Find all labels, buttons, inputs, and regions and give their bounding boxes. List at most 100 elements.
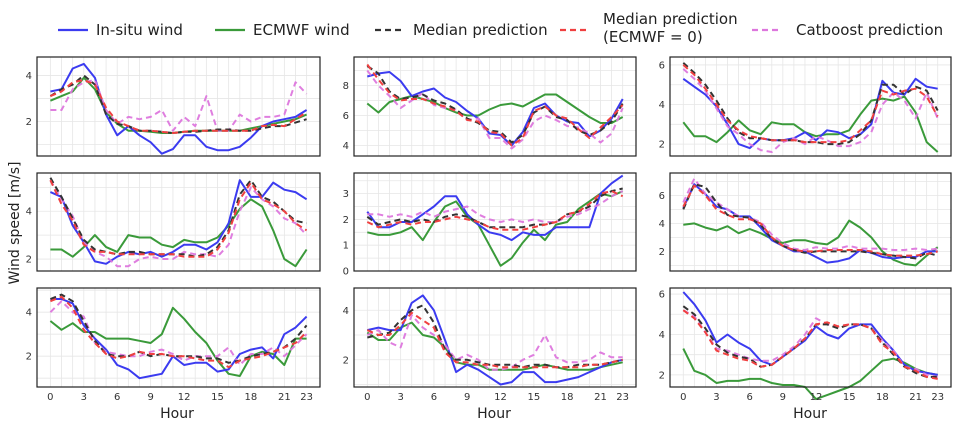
x-tick-label: 23: [300, 392, 313, 403]
x-tick-label: 15: [527, 392, 540, 403]
series-line-ecmwf-wind: [683, 219, 939, 267]
x-tick-label: 9: [147, 392, 153, 403]
legend: In-situ wind ECMWF wind Median prediction M…: [58, 10, 943, 46]
y-tick-label: 4: [659, 330, 665, 341]
y-tick-label: 3: [343, 189, 349, 200]
y-tick-label: 4: [659, 100, 665, 111]
legend-label-line2: (ECMWF = 0): [603, 28, 703, 46]
series-line-in-situ-wind: [50, 298, 308, 380]
legend-label: In-situ wind: [96, 21, 183, 39]
x-tick-label: 0: [364, 392, 370, 403]
x-tick-label: 21: [594, 392, 607, 403]
x-tick-label: 3: [397, 392, 403, 403]
y-tick-label: 4: [343, 141, 349, 152]
series-line-ecmwf-wind: [682, 95, 939, 153]
panel-frame: [36, 56, 321, 157]
x-tick-label: 18: [876, 392, 889, 403]
y-tick-label: 8: [343, 81, 349, 92]
x-tick-label: 3: [713, 392, 719, 403]
series-line-median-prediction: [366, 187, 623, 229]
x-tick-label: 12: [178, 392, 191, 403]
x-tick-label: 9: [780, 392, 786, 403]
series-line-ecmwf-wind: [50, 76, 307, 134]
series-line-median-prediction-ecmwf-0: [50, 79, 308, 134]
x-tick-label: 6: [746, 392, 752, 403]
panel-1: 24: [26, 56, 321, 157]
series-line-catboost-prediction: [50, 79, 308, 132]
panel-8: 2 4 0 3 6 9 12 15 18 21 23: [343, 287, 637, 403]
y-tick-label: 6: [343, 111, 349, 122]
series-line-median-prediction: [682, 183, 938, 260]
series-line-median-prediction: [50, 293, 308, 364]
y-tick-label: 2: [343, 215, 349, 226]
series-line-ecmwf-wind: [50, 198, 308, 268]
panel-frame: [669, 56, 952, 157]
series-line-median-prediction: [367, 304, 623, 369]
y-tick-label: 2: [659, 247, 665, 258]
x-tick-label: 3: [81, 392, 87, 403]
legend-label: Catboost prediction: [796, 21, 943, 39]
legend-label: Median prediction: [413, 21, 548, 39]
series-line-catboost-prediction: [682, 309, 938, 378]
series-line-median-prediction-ecmwf-0: [366, 190, 624, 231]
series-line-median-prediction-ecmwf-0: [682, 309, 938, 380]
x-tick-label: 23: [931, 392, 944, 403]
series-line-in-situ-wind: [50, 62, 308, 155]
series-line-in-situ-wind: [50, 179, 308, 265]
x-tick-label: 15: [211, 392, 224, 403]
y-tick-label: 2: [343, 355, 349, 366]
y-tick-label: 4: [26, 207, 32, 218]
series-line-ecmwf-wind: [366, 321, 623, 371]
x-axis-label-col3: Hour: [793, 406, 827, 422]
panel-9: 2 4 6 0 3 6 9 12 15 18 21 23: [659, 287, 952, 403]
panel-5: 0 1 2 3: [343, 172, 637, 278]
series-line-ecmwf-wind: [366, 93, 624, 124]
series-line-median-prediction-ecmwf-0: [50, 295, 308, 369]
legend-label: Median prediction: [603, 10, 738, 28]
x-tick-label: 9: [464, 392, 470, 403]
y-tick-label: 2: [26, 117, 32, 128]
legend-label: ECMWF wind: [253, 21, 350, 39]
series-line-median-prediction: [682, 62, 939, 146]
panel-frame: [353, 287, 637, 388]
x-axis-label-col2: Hour: [477, 406, 511, 422]
y-tick-label: 4: [26, 308, 32, 319]
panel-6: 2 4 6: [659, 172, 952, 272]
panel-7: 2 4 0 3 6 9 12 15 18 21 23: [26, 287, 321, 403]
y-tick-label: 1: [343, 241, 349, 252]
series-line-catboost-prediction: [367, 190, 624, 223]
panel-frame: [353, 172, 637, 272]
panel-4: 24: [26, 172, 321, 272]
series-line-catboost-prediction: [49, 179, 308, 268]
y-tick-label: 2: [26, 255, 32, 266]
panel-frame: [36, 287, 321, 388]
x-tick-label: 18: [561, 392, 574, 403]
x-tick-label: 12: [494, 392, 507, 403]
y-tick-label: 6: [659, 290, 665, 301]
x-tick-label: 0: [680, 392, 686, 403]
series-line-in-situ-wind: [367, 294, 623, 386]
panel-frame: [669, 172, 952, 272]
series-line-catboost-prediction: [366, 69, 624, 150]
series-line-median-prediction-ecmwf-0: [49, 179, 308, 258]
series-line-median-prediction: [49, 177, 307, 258]
x-tick-label: 18: [245, 392, 258, 403]
series-line-median-prediction-ecmwf-0: [366, 311, 623, 369]
y-tick-label: 2: [26, 352, 32, 363]
series-line-catboost-prediction: [682, 177, 938, 251]
x-tick-label: 0: [47, 392, 53, 403]
x-tick-label: 23: [616, 392, 629, 403]
y-tick-label: 4: [659, 219, 665, 230]
series-line-catboost-prediction: [682, 68, 939, 153]
panel-frame: [669, 287, 952, 388]
x-tick-label: 21: [909, 392, 922, 403]
series-line-ecmwf-wind: [49, 306, 307, 377]
y-axis-label: Wind speed [m/s]: [7, 162, 23, 285]
x-tick-label: 6: [114, 392, 120, 403]
y-tick-label: 4: [343, 306, 349, 317]
panel-2: 4 6 8: [343, 56, 637, 157]
panel-frame: [353, 56, 637, 157]
y-tick-label: 2: [659, 370, 665, 381]
y-tick-label: 0: [343, 267, 349, 278]
